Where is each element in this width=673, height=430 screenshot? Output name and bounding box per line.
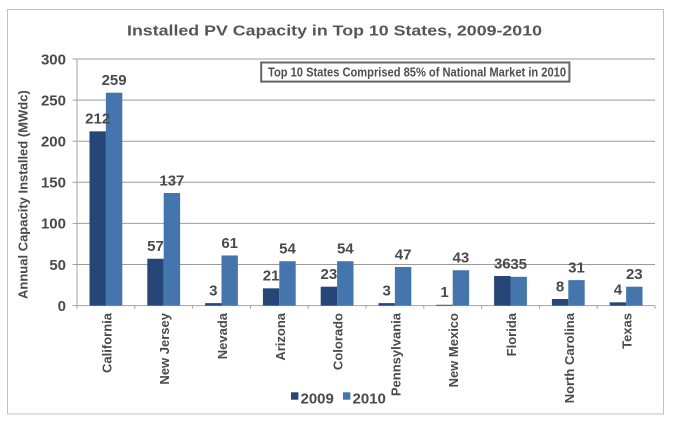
svg-text:61: 61 (221, 235, 238, 252)
svg-text:Arizona: Arizona (273, 312, 288, 360)
svg-text:4: 4 (614, 282, 623, 299)
svg-text:New Jersey: New Jersey (157, 312, 172, 384)
svg-text:3: 3 (383, 283, 391, 300)
svg-text:1: 1 (440, 284, 448, 301)
svg-text:50: 50 (49, 257, 66, 274)
svg-text:150: 150 (41, 175, 66, 192)
svg-text:43: 43 (453, 250, 470, 267)
svg-text:36: 36 (494, 255, 511, 272)
svg-text:Annual Capacity Installed (MWd: Annual Capacity Installed (MWdc) (15, 90, 30, 299)
svg-text:250: 250 (41, 92, 66, 109)
svg-text:2009: 2009 (301, 390, 334, 407)
svg-text:54: 54 (337, 241, 354, 258)
svg-text:Colorado: Colorado (331, 313, 346, 370)
svg-text:California: California (99, 312, 114, 373)
svg-text:23: 23 (321, 266, 338, 283)
svg-text:21: 21 (263, 268, 280, 285)
svg-text:Florida: Florida (504, 312, 519, 356)
svg-text:Texas: Texas (620, 313, 635, 349)
svg-text:Nevada: Nevada (215, 312, 230, 359)
svg-text:57: 57 (147, 238, 164, 255)
svg-text:212: 212 (85, 111, 110, 128)
svg-text:35: 35 (510, 256, 527, 273)
svg-text:8: 8 (556, 278, 564, 295)
svg-text:2010: 2010 (353, 390, 386, 407)
svg-text:31: 31 (568, 260, 585, 277)
svg-text:300: 300 (41, 51, 66, 68)
svg-text:23: 23 (626, 266, 643, 283)
svg-text:New Mexico: New Mexico (446, 313, 461, 387)
svg-text:259: 259 (102, 72, 127, 89)
svg-text:North Carolina: North Carolina (562, 312, 577, 403)
svg-text:200: 200 (41, 134, 66, 151)
svg-text:54: 54 (279, 241, 296, 258)
svg-text:137: 137 (159, 172, 184, 189)
svg-text:Top 10 States Comprised 85% of: Top 10 States Comprised 85% of National … (268, 65, 566, 80)
svg-text:0: 0 (58, 298, 66, 315)
svg-text:47: 47 (395, 246, 412, 263)
svg-text:Installed PV Capacity in Top 1: Installed PV Capacity in Top 10 States, … (127, 24, 542, 40)
svg-text:100: 100 (41, 216, 66, 233)
svg-text:3: 3 (209, 283, 217, 300)
svg-text:Pennsylvania: Pennsylvania (388, 312, 403, 396)
